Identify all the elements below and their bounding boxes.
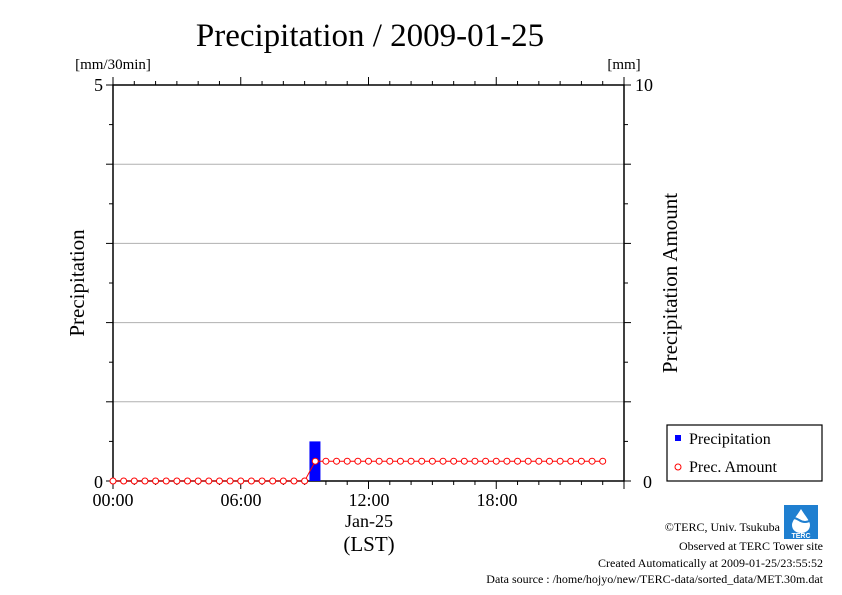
prec-amount-point [567, 457, 575, 465]
terc-logo: TERC [784, 505, 818, 540]
axis-ticks [106, 77, 631, 489]
x-axis-label: (LST) [343, 532, 394, 556]
x-date-label: Jan-25 [345, 511, 393, 531]
prec-amount-point [450, 457, 458, 465]
prec-amount-point [460, 457, 468, 465]
prec-amount-point [258, 477, 266, 485]
x-tick-label-0600: 06:00 [220, 490, 261, 510]
left-tick-label-max: 5 [94, 75, 103, 95]
prec-amount-point [375, 457, 383, 465]
prec-amount-point [311, 457, 319, 465]
x-tick-label-0000: 00:00 [92, 490, 133, 510]
prec-amount-point [439, 457, 447, 465]
prec-amount-point [109, 477, 117, 485]
prec-amount-point [492, 457, 500, 465]
left-tick-label-min: 0 [94, 472, 103, 492]
grid-lines [113, 163, 624, 403]
prec-amount-point [120, 477, 128, 485]
prec-amount-point [205, 477, 213, 485]
prec-amount-point [333, 457, 341, 465]
prec-amount-point [130, 477, 138, 485]
legend-marker-prec-amount [674, 463, 682, 471]
prec-amount-point [152, 477, 160, 485]
prec-amount-point [503, 457, 511, 465]
prec-amount-point [556, 457, 564, 465]
x-tick-label-1200: 12:00 [348, 490, 389, 510]
legend: Precipitation Prec. Amount [666, 424, 823, 482]
prec-amount-point [407, 457, 415, 465]
right-axis-unit: [mm] [607, 57, 640, 73]
prec-amount-point [237, 477, 245, 485]
prec-amount-point [386, 457, 394, 465]
prec-amount-point [162, 477, 170, 485]
legend-box [666, 424, 823, 482]
prec-amount-point [354, 457, 362, 465]
prec-amount-series [109, 457, 607, 485]
prec-amount-point [535, 457, 543, 465]
observed-text: Observed at TERC Tower site [679, 539, 823, 553]
legend-label-prec-amount: Prec. Amount [689, 459, 778, 476]
prec-amount-point [184, 477, 192, 485]
prec-amount-point [301, 477, 309, 485]
legend-label-precipitation: Precipitation [689, 431, 771, 448]
prec-amount-point [418, 457, 426, 465]
prec-amount-point [279, 477, 287, 485]
prec-amount-point [226, 477, 234, 485]
prec-amount-point [588, 457, 596, 465]
prec-amount-point [514, 457, 522, 465]
prec-amount-point [396, 457, 404, 465]
prec-amount-point [482, 457, 490, 465]
prec-amount-point [215, 477, 223, 485]
source-text: Data source : /home/hojyo/new/TERC-data/… [486, 572, 823, 586]
prec-amount-point [247, 477, 255, 485]
plot-frame [112, 84, 625, 482]
right-tick-label-min: 0 [643, 472, 652, 492]
x-tick-label-1800: 18:00 [476, 490, 517, 510]
right-axis-title: Precipitation Amount [658, 193, 682, 373]
chart-title: Precipitation / 2009-01-25 [196, 18, 544, 54]
logo-text: TERC [791, 533, 810, 540]
prec-amount-point [141, 477, 149, 485]
prec-amount-point [343, 457, 351, 465]
left-axis-unit: [mm/30min] [75, 57, 151, 73]
created-text: Created Automatically at 2009-01-25/23:5… [598, 556, 823, 570]
prec-amount-point [194, 477, 202, 485]
prec-amount-point [428, 457, 436, 465]
prec-amount-point [173, 477, 181, 485]
wave-icon [786, 516, 818, 523]
copyright-text: ©TERC, Univ. Tsukuba [665, 520, 781, 534]
prec-amount-point [524, 457, 532, 465]
prec-amount-point [577, 457, 585, 465]
prec-amount-point [290, 477, 298, 485]
prec-amount-point [599, 457, 607, 465]
prec-amount-point [365, 457, 372, 465]
prec-amount-point [269, 477, 277, 485]
left-axis-title: Precipitation [65, 229, 89, 337]
prec-amount-point [471, 457, 479, 465]
prec-amount-point [545, 457, 553, 465]
right-tick-label-max: 10 [635, 75, 653, 95]
legend-swatch-precipitation [675, 435, 681, 441]
prec-amount-point [322, 457, 330, 465]
